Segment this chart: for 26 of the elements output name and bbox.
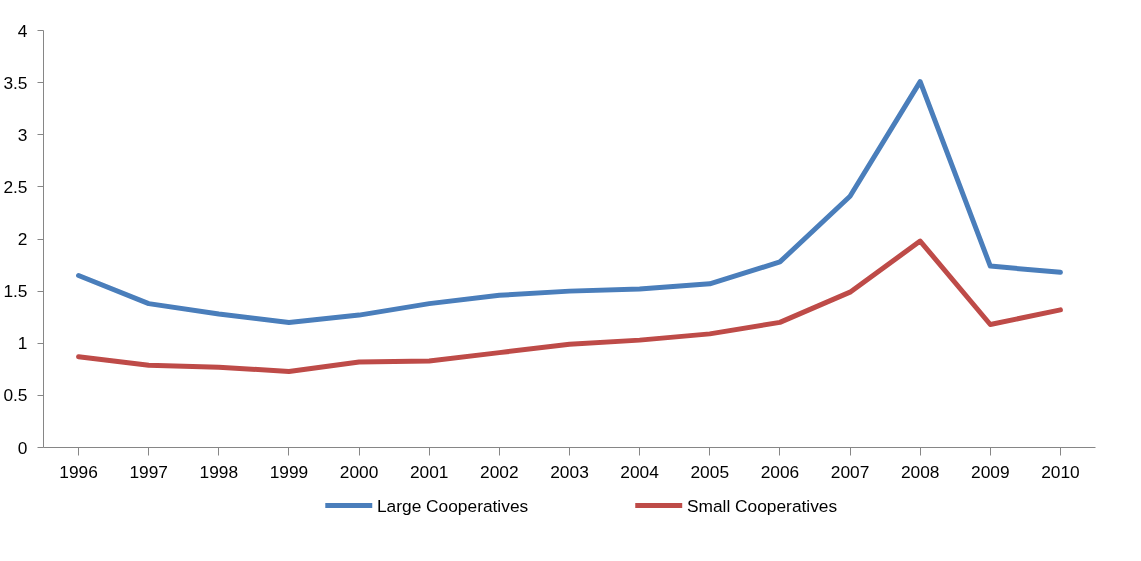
y-tick-label: 2.5: [3, 176, 28, 197]
y-tick-label: 4: [17, 20, 28, 41]
x-tick-label: 2002: [480, 461, 519, 482]
y-tick-label: 3.5: [3, 72, 28, 93]
x-tick-label: 2001: [409, 461, 449, 482]
x-tick-label: 2005: [690, 461, 730, 482]
legend-label: Large Cooperatives: [376, 495, 529, 516]
x-tick-label: 2004: [620, 461, 660, 482]
x-tick-label: 2010: [1041, 461, 1080, 482]
y-tick-label: 1.5: [3, 281, 28, 302]
y-tick-label: 1: [17, 333, 28, 354]
y-tick-label: 0.5: [3, 385, 28, 406]
x-tick-label: 1999: [269, 461, 309, 482]
legend-label: Small Cooperatives: [686, 495, 838, 516]
x-tick-label: 1996: [59, 461, 98, 482]
y-tick-label: 0: [17, 437, 28, 458]
x-tick-label: 1998: [199, 461, 239, 482]
x-tick-label: 2003: [550, 461, 589, 482]
x-tick-label: 2000: [339, 461, 379, 482]
x-tick-label: 2008: [900, 461, 940, 482]
y-tick-label: 3: [17, 124, 28, 145]
x-tick-label: 2007: [830, 461, 870, 482]
x-tick-label: 2009: [971, 461, 1010, 482]
y-tick-label: 2: [17, 229, 28, 249]
x-tick-label: 1997: [129, 461, 168, 482]
x-tick-label: 2006: [760, 461, 800, 482]
